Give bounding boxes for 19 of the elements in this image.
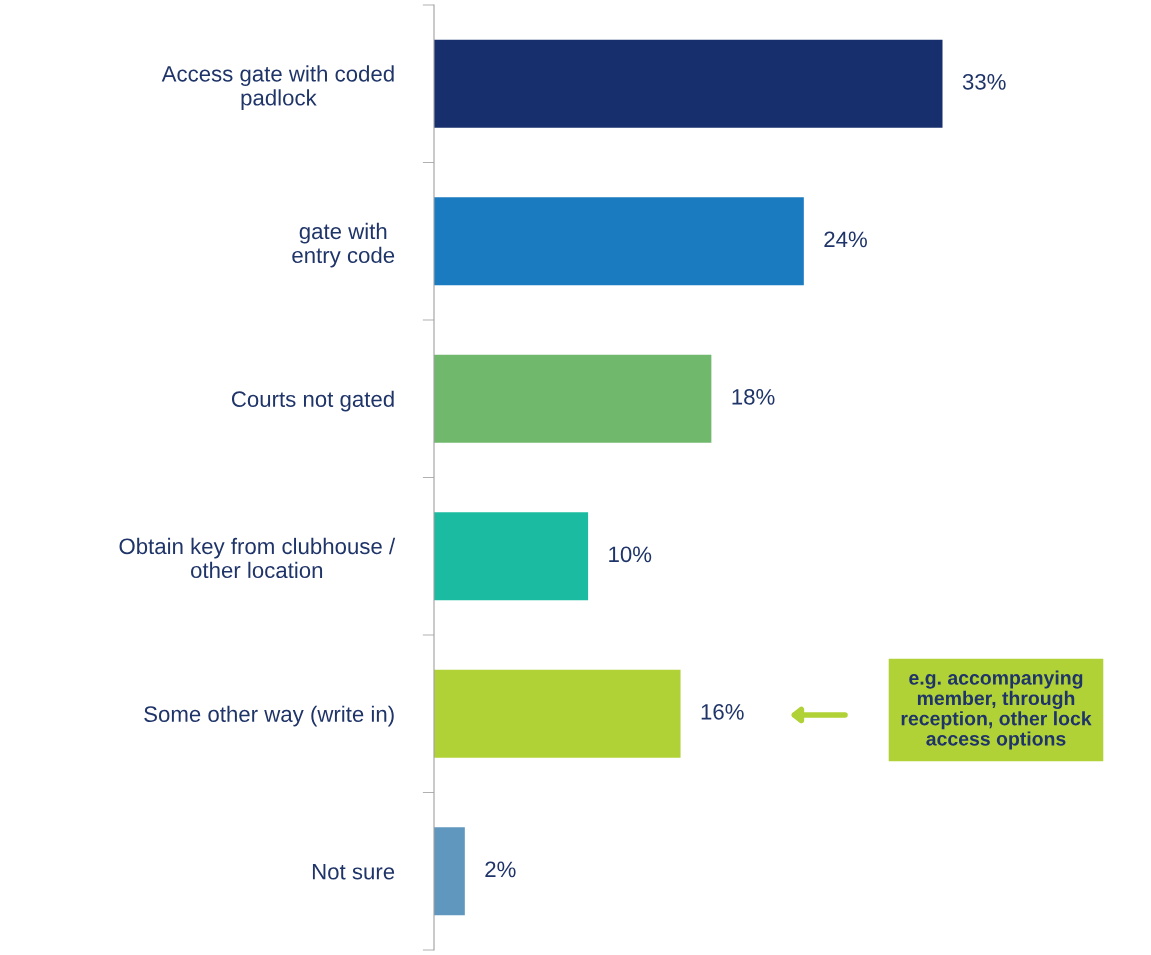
data-label: 10% <box>609 546 652 563</box>
y-tick-label: Courts not gated <box>231 390 394 412</box>
bar <box>434 827 465 916</box>
y-tick-label: Not sure <box>312 864 395 880</box>
y-tick-label: Access gate with coded padlock <box>161 65 394 110</box>
bar <box>434 669 681 758</box>
data-label: 24% <box>824 231 867 248</box>
data-label: 2% <box>485 861 516 878</box>
annotation: e.g. accompanying member, through reception, other lock access options <box>901 670 1092 750</box>
y-tick-label: Obtain key from clubhouse / other location <box>119 537 396 579</box>
bar <box>434 354 712 443</box>
y-tick-label: gate with entry code <box>292 222 395 268</box>
data-label: 16% <box>701 703 744 720</box>
data-label: 33% <box>962 73 1006 90</box>
bar <box>434 39 943 128</box>
bar <box>434 197 804 286</box>
data-label: 18% <box>732 388 775 405</box>
bar <box>434 512 589 601</box>
y-tick-label: Some other way (write in) <box>144 705 394 727</box>
